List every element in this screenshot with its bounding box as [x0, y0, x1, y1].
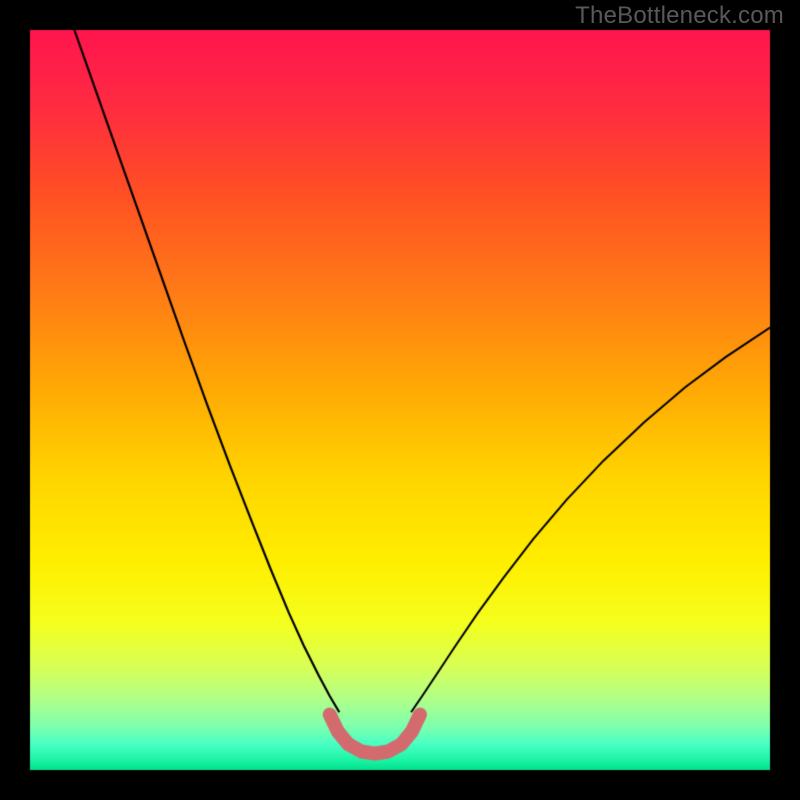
- watermark-text: TheBottleneck.com: [575, 2, 784, 30]
- gradient-v-chart: [0, 0, 800, 800]
- chart-stage: TheBottleneck.com: [0, 0, 800, 800]
